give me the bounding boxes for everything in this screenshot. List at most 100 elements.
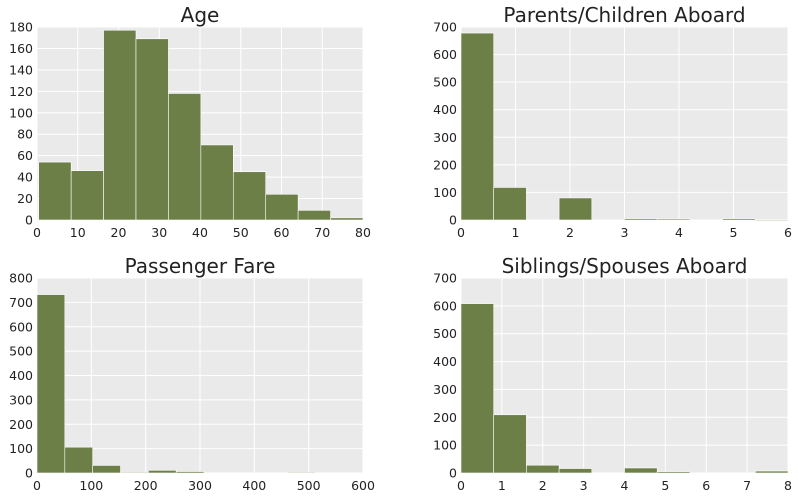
histogram-bar bbox=[232, 171, 267, 221]
histogram-bar bbox=[287, 471, 316, 474]
chart-title: Siblings/Spouses Aboard bbox=[502, 254, 748, 278]
y-tick-label: 20 bbox=[17, 191, 33, 206]
y-tick-label: 500 bbox=[9, 344, 33, 359]
x-tick-label: 4 bbox=[621, 478, 629, 493]
y-tick-label: 0 bbox=[449, 466, 457, 481]
y-tick-label: 700 bbox=[433, 271, 457, 286]
histogram-bar bbox=[493, 187, 527, 221]
panel-siblings-spouses-aboard: 0 1 2 3 4 5 6 7 8 0 100 200 300 400 500 600 700 Siblings/… bbox=[433, 254, 792, 493]
x-tick-label: 600 bbox=[351, 478, 375, 493]
histogram-bar bbox=[493, 414, 527, 474]
histogram-bar bbox=[135, 38, 169, 221]
y-tick-label: 100 bbox=[433, 185, 457, 200]
chart-title: Passenger Fare bbox=[125, 254, 276, 278]
y-tick-label: 200 bbox=[433, 157, 457, 172]
histogram-bar bbox=[148, 470, 177, 474]
histogram-bar bbox=[38, 161, 72, 221]
histogram-bar bbox=[656, 218, 691, 221]
x-tick-label: 500 bbox=[297, 478, 321, 493]
histogram-bar bbox=[64, 446, 93, 474]
histogram-bar bbox=[265, 193, 299, 221]
panel-parents-children-aboard: 0 1 2 3 4 5 6 0 100 200 300 400 500 600 700 Parents/Chi… bbox=[433, 3, 792, 240]
y-tick-label: 0 bbox=[25, 466, 33, 481]
y-tick-label: 300 bbox=[433, 130, 457, 145]
x-tick-label: 1 bbox=[498, 478, 506, 493]
x-tick-label: 60 bbox=[274, 225, 290, 240]
histogram-bar bbox=[120, 472, 149, 474]
histogram-bar bbox=[36, 294, 66, 474]
x-tick-label: 7 bbox=[743, 478, 751, 493]
y-tick-label: 300 bbox=[9, 392, 33, 407]
y-tick-label: 0 bbox=[449, 213, 457, 228]
x-tick-label: 0 bbox=[33, 478, 41, 493]
y-tick-label: 100 bbox=[433, 438, 457, 453]
y-tick-label: 120 bbox=[9, 84, 33, 99]
histogram-bar bbox=[175, 471, 205, 474]
y-tick-label: 400 bbox=[433, 354, 457, 369]
x-tick-label: 0 bbox=[457, 478, 465, 493]
histogram-bar bbox=[624, 467, 658, 474]
y-tick-label: 700 bbox=[9, 295, 33, 310]
histogram-bar bbox=[200, 144, 234, 221]
x-tick-label: 3 bbox=[580, 478, 588, 493]
x-tick-label: 100 bbox=[79, 478, 103, 493]
x-tick-label: 30 bbox=[151, 225, 167, 240]
x-tick-label: 400 bbox=[242, 478, 266, 493]
y-tick-label: 800 bbox=[9, 271, 33, 286]
panel-age: 0 10 20 30 40 50 60 70 80 0 20 40 60 80 100 120 140 160 18… bbox=[9, 3, 371, 240]
y-tick-label: 700 bbox=[433, 20, 457, 35]
x-tick-label: 6 bbox=[702, 478, 710, 493]
x-tick-label: 6 bbox=[784, 225, 792, 240]
y-tick-label: 400 bbox=[9, 368, 33, 383]
chart-title: Parents/Children Aboard bbox=[503, 3, 745, 27]
histogram-bar bbox=[460, 303, 495, 474]
histogram-bar bbox=[558, 197, 593, 221]
x-tick-label: 4 bbox=[675, 225, 683, 240]
histogram-bar bbox=[624, 218, 658, 221]
y-tick-label: 40 bbox=[17, 170, 33, 185]
x-tick-label: 0 bbox=[457, 225, 465, 240]
y-tick-label: 80 bbox=[17, 127, 33, 142]
x-tick-label: 1 bbox=[512, 225, 520, 240]
y-tick-label: 500 bbox=[433, 326, 457, 341]
histogram-bar bbox=[722, 218, 756, 221]
x-tick-label: 40 bbox=[192, 225, 208, 240]
x-tick-label: 5 bbox=[730, 225, 738, 240]
y-tick-label: 100 bbox=[9, 441, 33, 456]
x-tick-label: 50 bbox=[233, 225, 249, 240]
histogram-bar bbox=[92, 465, 121, 474]
x-tick-label: 2 bbox=[539, 478, 547, 493]
x-tick-label: 70 bbox=[314, 225, 330, 240]
chart-title: Age bbox=[181, 3, 220, 27]
histogram-bar bbox=[656, 471, 691, 474]
x-tick-label: 20 bbox=[111, 225, 127, 240]
y-tick-label: 180 bbox=[9, 20, 33, 35]
histogram-bar bbox=[330, 217, 364, 221]
histogram-bar bbox=[460, 32, 495, 221]
histogram-bar bbox=[558, 468, 593, 474]
y-tick-label: 100 bbox=[9, 105, 33, 120]
y-tick-label: 140 bbox=[9, 62, 33, 77]
x-tick-label: 0 bbox=[33, 225, 41, 240]
y-tick-label: 300 bbox=[433, 382, 457, 397]
histogram-bar bbox=[526, 464, 560, 474]
histogram-bar bbox=[70, 170, 104, 221]
x-tick-label: 3 bbox=[621, 225, 629, 240]
histogram-bar bbox=[168, 93, 202, 221]
y-tick-label: 600 bbox=[9, 319, 33, 334]
y-tick-label: 200 bbox=[9, 417, 33, 432]
histogram-bar bbox=[754, 219, 789, 221]
x-tick-label: 2 bbox=[566, 225, 574, 240]
x-tick-label: 80 bbox=[355, 225, 371, 240]
x-tick-label: 200 bbox=[134, 478, 158, 493]
y-tick-label: 60 bbox=[17, 148, 33, 163]
panel-passenger-fare: 0 100 200 300 400 500 600 0 100 200 300 400 500 600 70… bbox=[9, 254, 375, 493]
x-tick-label: 10 bbox=[70, 225, 86, 240]
histogram-bar bbox=[754, 470, 789, 474]
y-tick-label: 0 bbox=[25, 213, 33, 228]
histogram-bar bbox=[297, 210, 331, 221]
x-tick-label: 5 bbox=[661, 478, 669, 493]
y-tick-label: 200 bbox=[433, 410, 457, 425]
y-tick-label: 600 bbox=[433, 47, 457, 62]
